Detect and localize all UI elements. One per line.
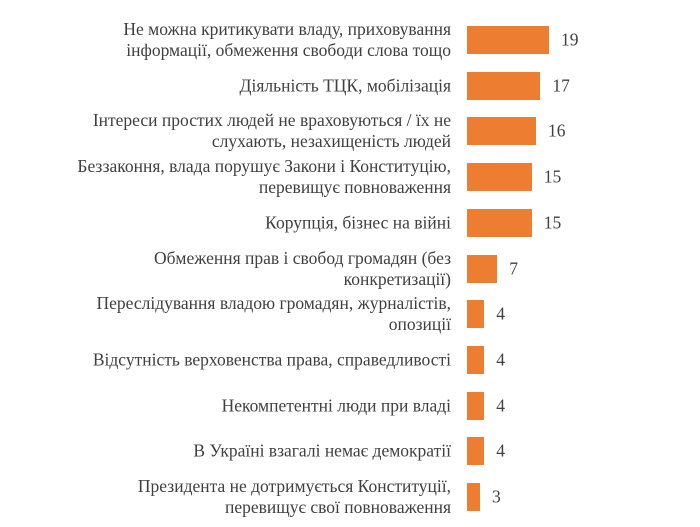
- category-label: Переслідування владою громадян, журналіс…: [96, 293, 452, 335]
- bar: [467, 300, 485, 329]
- data-label: 4: [496, 395, 505, 416]
- category-label: Діяльність ТЦК, мобілізація: [239, 75, 451, 96]
- bar: [467, 117, 537, 146]
- bar: [467, 163, 532, 192]
- category-label: Обмеження прав і свобод громадян (без ко…: [154, 247, 451, 289]
- category-label: Некомпетентні люди при владі: [221, 395, 451, 416]
- bar: [467, 345, 485, 374]
- data-label: 4: [496, 303, 505, 324]
- data-label: 7: [509, 258, 518, 278]
- data-label: 3: [491, 486, 501, 507]
- category-label: Беззаконня, влада порушує Закони і Конст…: [77, 156, 451, 198]
- data-label: 17: [552, 75, 570, 96]
- category-label: В Україні взагалі немає демократії: [193, 440, 451, 461]
- bar: [467, 437, 485, 466]
- data-label: 15: [543, 166, 562, 187]
- bar: [467, 483, 480, 511]
- data-label: 16: [548, 120, 566, 141]
- category-label: Президента не дотримується Конституції, …: [137, 476, 451, 517]
- bar: [467, 26, 549, 54]
- bar: [467, 391, 485, 420]
- data-label: 19: [561, 29, 579, 50]
- category-label: Корупція, бізнес на війні: [265, 212, 451, 233]
- category-label: Відсутність верховенства права, справедл…: [92, 349, 451, 370]
- category-label: Не можна критикувати владу, приховування…: [123, 19, 451, 60]
- data-label: 4: [496, 440, 505, 461]
- bar: [467, 254, 498, 283]
- bar: [467, 208, 532, 237]
- data-label: 15: [543, 212, 562, 233]
- bar: [467, 71, 541, 100]
- category-label: Інтереси простих людей не враховуються /…: [92, 110, 451, 152]
- data-label: 4: [496, 349, 505, 370]
